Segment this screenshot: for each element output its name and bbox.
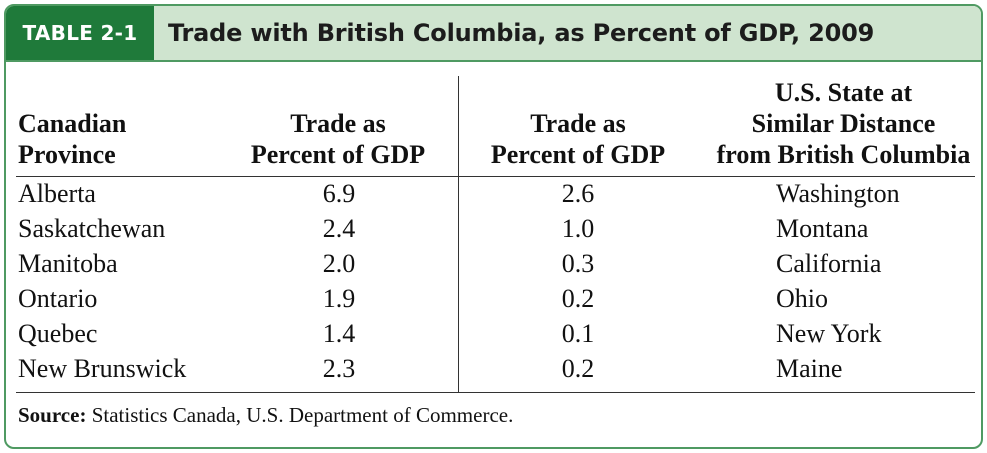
province-cell: Ontario xyxy=(18,284,98,313)
trade-canada-cell: 6.9 xyxy=(322,179,356,208)
trade-us-cell: 2.6 xyxy=(561,179,595,208)
column-header-province-line2: Province xyxy=(18,140,116,169)
state-cell: Maine xyxy=(776,354,843,383)
source-note: Source: Statistics Canada, U.S. Departme… xyxy=(18,402,513,428)
table-row: Ontario 1.9 0.2 Ohio xyxy=(6,281,981,316)
column-header-trade-canada: Trade as Percent of GDP xyxy=(238,108,438,170)
table-row: Manitoba 2.0 0.3 California xyxy=(6,246,981,281)
column-header-us-state-line1: U.S. State at xyxy=(774,78,913,107)
province-cell: New Brunswick xyxy=(18,354,187,383)
table-header-bar: TABLE 2-1 Trade with British Columbia, a… xyxy=(6,6,981,62)
column-divider xyxy=(458,76,459,392)
province-cell: Manitoba xyxy=(18,249,118,278)
province-cell: Quebec xyxy=(18,319,98,348)
source-label: Source: xyxy=(18,403,87,427)
column-header-province-line1: Canadian xyxy=(18,109,127,138)
column-header-trade-us: Trade as Percent of GDP xyxy=(478,108,678,170)
column-header-trade-us-line1: Trade as xyxy=(530,109,626,138)
table-row: Alberta 6.9 2.6 Washington xyxy=(6,176,981,211)
trade-us-cell: 0.3 xyxy=(561,249,595,278)
trade-canada-cell: 1.4 xyxy=(322,319,356,348)
table-frame: TABLE 2-1 Trade with British Columbia, a… xyxy=(4,4,983,449)
state-cell: New York xyxy=(776,319,882,348)
state-cell: California xyxy=(776,249,882,278)
table-label: TABLE 2-1 xyxy=(6,6,154,60)
column-header-trade-us-line2: Percent of GDP xyxy=(490,140,666,169)
column-header-us-state-line2: Similar Distance xyxy=(751,109,936,138)
trade-canada-cell: 2.4 xyxy=(322,214,356,243)
trade-us-cell: 0.1 xyxy=(561,319,595,348)
trade-canada-cell: 2.3 xyxy=(322,354,356,383)
state-cell: Ohio xyxy=(776,284,828,313)
state-cell: Montana xyxy=(776,214,869,243)
province-cell: Saskatchewan xyxy=(18,214,166,243)
table-row: Quebec 1.4 0.1 New York xyxy=(6,316,981,351)
table-row: New Brunswick 2.3 0.2 Maine xyxy=(6,351,981,386)
column-header-trade-canada-line1: Trade as xyxy=(290,109,386,138)
province-cell: Alberta xyxy=(18,179,96,208)
trade-canada-cell: 2.0 xyxy=(322,249,356,278)
footer-rule xyxy=(16,392,975,393)
header-rule xyxy=(16,176,975,177)
trade-canada-cell: 1.9 xyxy=(322,284,356,313)
source-text: Statistics Canada, U.S. Department of Co… xyxy=(86,403,514,427)
column-header-province: Canadian Province xyxy=(18,108,126,170)
trade-us-cell: 1.0 xyxy=(561,214,595,243)
column-header-us-state-line3: from British Columbia xyxy=(716,140,971,169)
trade-us-cell: 0.2 xyxy=(561,284,595,313)
table-title: Trade with British Columbia, as Percent … xyxy=(168,19,875,47)
table-row: Saskatchewan 2.4 1.0 Montana xyxy=(6,211,981,246)
column-header-us-state: U.S. State at Similar Distance from Brit… xyxy=(706,77,981,170)
column-header-trade-canada-line2: Percent of GDP xyxy=(250,140,426,169)
trade-us-cell: 0.2 xyxy=(561,354,595,383)
state-cell: Washington xyxy=(776,179,900,208)
